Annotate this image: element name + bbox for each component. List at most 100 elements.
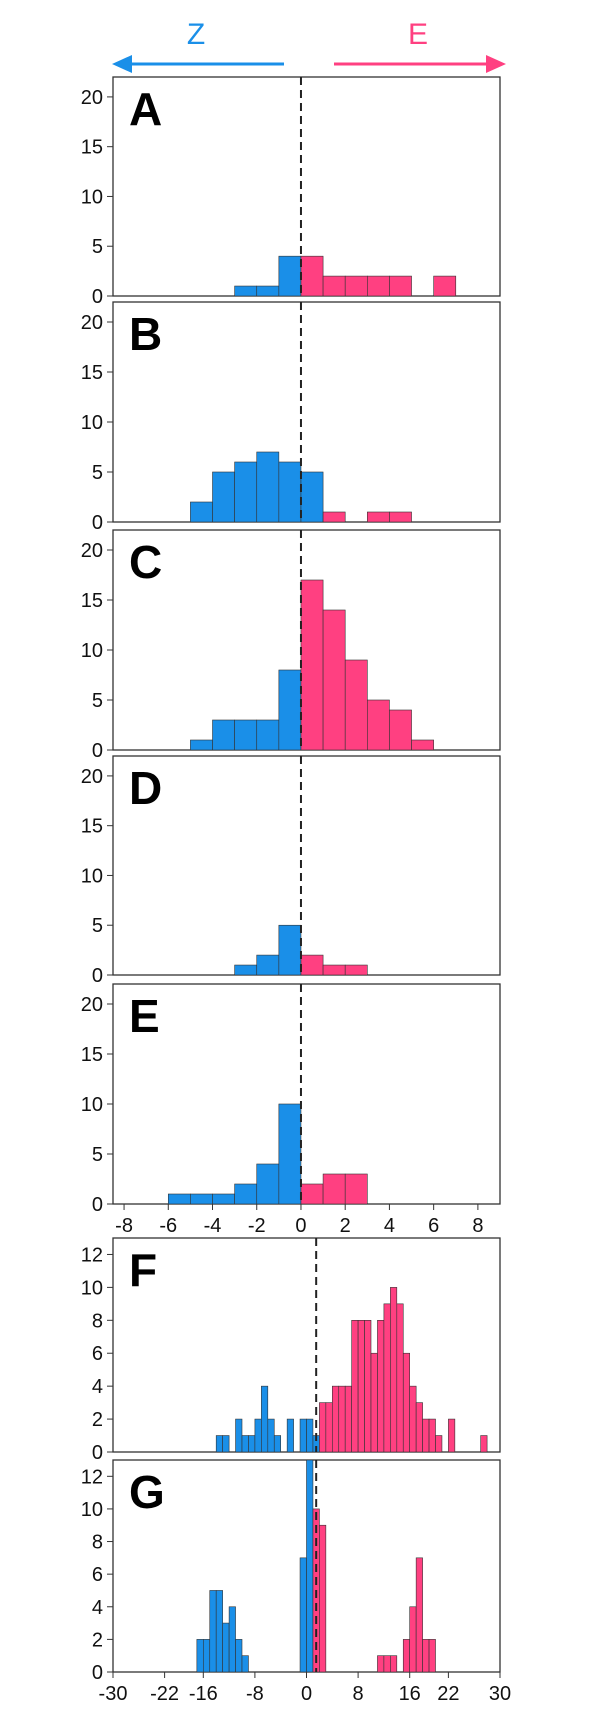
- x-tick-label: 6: [428, 1215, 439, 1237]
- y-tick-label: 15: [81, 1044, 103, 1066]
- e-bar-bar: [367, 699, 390, 751]
- y-tick-label: 6: [92, 1564, 103, 1586]
- e-bar-bar: [435, 1435, 443, 1453]
- e-bar-bar: [389, 709, 412, 751]
- x-tick-label: 16: [399, 1683, 421, 1705]
- z-bar-bar: [278, 255, 302, 297]
- z-bar-bar: [248, 1435, 256, 1453]
- e-bar-bar: [390, 1655, 398, 1673]
- e-bar-bar: [383, 1303, 391, 1453]
- panel-g: G 0 2 4 6 8 10 12 -30 -22 -16 -8 0 8 16 22 30: [81, 1459, 511, 1705]
- panel-b: B 0 5 10 15 20: [81, 301, 501, 534]
- e-bar-bar: [402, 1352, 410, 1453]
- e-bar-bar: [325, 1402, 333, 1453]
- z-bar-bar: [278, 461, 302, 523]
- panels: A05101520B05101520C05101520D05101520E051…: [81, 76, 511, 1705]
- x-tick-label: -22: [150, 1683, 179, 1705]
- z-bar-bar: [190, 739, 213, 751]
- e-bar-bar: [367, 511, 390, 523]
- z-bar-bar: [241, 1655, 249, 1673]
- e-bar-bar: [300, 579, 324, 751]
- z-arrow-head: [112, 55, 132, 73]
- z-bar-bar: [267, 1418, 275, 1453]
- z-bar-bar: [299, 1418, 307, 1453]
- e-bar-bar: [344, 659, 368, 751]
- z-bar-bar: [256, 954, 280, 976]
- e-bar-bar: [411, 739, 434, 751]
- x-tick-label: 22: [437, 1683, 459, 1705]
- y-tick-label: 5: [92, 915, 103, 937]
- z-bar-bar: [228, 1606, 236, 1673]
- z-bar-bar: [212, 1193, 235, 1205]
- z-bar-bar: [286, 1418, 294, 1453]
- e-bar-bar: [322, 964, 346, 976]
- z-bar-bar: [212, 719, 235, 751]
- e-bar-bar: [300, 954, 324, 976]
- e-bar-bar: [319, 1402, 327, 1453]
- e-bar-bar: [409, 1606, 417, 1673]
- y-tick-label: 4: [92, 1376, 103, 1398]
- e-bar-bar: [409, 1385, 417, 1453]
- e-bar-bar: [415, 1557, 423, 1673]
- e-bar-bar: [319, 1524, 327, 1673]
- x-tick-label: -8: [246, 1683, 264, 1705]
- z-bar-bar: [222, 1622, 230, 1673]
- x-tick-label: 8: [472, 1215, 483, 1237]
- z-bar-bar: [235, 1418, 243, 1453]
- y-tick-label: 12: [81, 1466, 103, 1488]
- e-bar-bar: [390, 1287, 398, 1453]
- z-bar-bar: [241, 1435, 249, 1453]
- e-bar-bar: [300, 255, 324, 297]
- z-bar-bar: [167, 1193, 191, 1205]
- y-tick-label: 10: [81, 865, 103, 887]
- y-tick-label: 15: [81, 816, 103, 838]
- x-tick-label: 8: [353, 1683, 364, 1705]
- y-tick-label: 0: [92, 1194, 103, 1216]
- panel-e-frame: [112, 983, 501, 1205]
- e-bar-bar: [448, 1418, 456, 1453]
- y-tick-label: 10: [81, 1499, 103, 1521]
- e-bar-bar: [377, 1655, 385, 1673]
- z-bar-bar: [256, 1163, 280, 1205]
- panel-e: E 0 5 10 15 20 -8 -6 -4 -2 0 2 4 6 8: [81, 983, 501, 1237]
- z-bar-bar: [235, 1639, 243, 1673]
- z-bar-bar: [278, 1103, 302, 1205]
- e-bar-bar: [428, 1639, 436, 1673]
- e-arrow-head: [486, 55, 506, 73]
- e-direction-label: E: [408, 18, 428, 51]
- e-bar-bar: [415, 1402, 423, 1453]
- e-bar-bar: [344, 964, 368, 976]
- y-tick-label: 5: [92, 462, 103, 484]
- e-bar-bar: [422, 1639, 430, 1673]
- panel-d: D 0 5 10 15 20: [81, 755, 501, 987]
- panel-label: G: [129, 1466, 165, 1518]
- z-bar-bar: [234, 964, 258, 976]
- z-bar-bar: [300, 471, 324, 523]
- z-bar-bar: [256, 451, 280, 523]
- z-bar-bar: [299, 1557, 307, 1673]
- e-bar-bar: [344, 1173, 368, 1205]
- z-bar-bar: [234, 461, 258, 523]
- e-bar-bar: [344, 275, 368, 297]
- e-bar-bar: [433, 275, 457, 297]
- e-bar-bar: [300, 1183, 324, 1205]
- e-bar-bar: [402, 1639, 410, 1673]
- panel-label: E: [129, 990, 160, 1042]
- e-bar-bar: [344, 1385, 352, 1453]
- y-tick-label: 5: [92, 1144, 103, 1166]
- z-bar-bar: [196, 1639, 204, 1673]
- y-tick-label: 20: [81, 540, 103, 562]
- direction-header: Z E: [112, 18, 506, 73]
- e-bar-bar: [322, 511, 346, 523]
- e-bar-bar: [322, 609, 346, 751]
- y-tick-label: 12: [81, 1244, 103, 1266]
- y-tick-label: 0: [92, 965, 103, 987]
- y-tick-label: 2: [92, 1629, 103, 1651]
- e-bar-bar: [377, 1320, 385, 1453]
- e-bar-bar: [351, 1320, 359, 1453]
- x-tick-label: -8: [115, 1215, 133, 1237]
- y-tick-label: 0: [92, 1662, 103, 1684]
- x-tick-label: 4: [384, 1215, 395, 1237]
- z-bar-bar: [254, 1418, 262, 1453]
